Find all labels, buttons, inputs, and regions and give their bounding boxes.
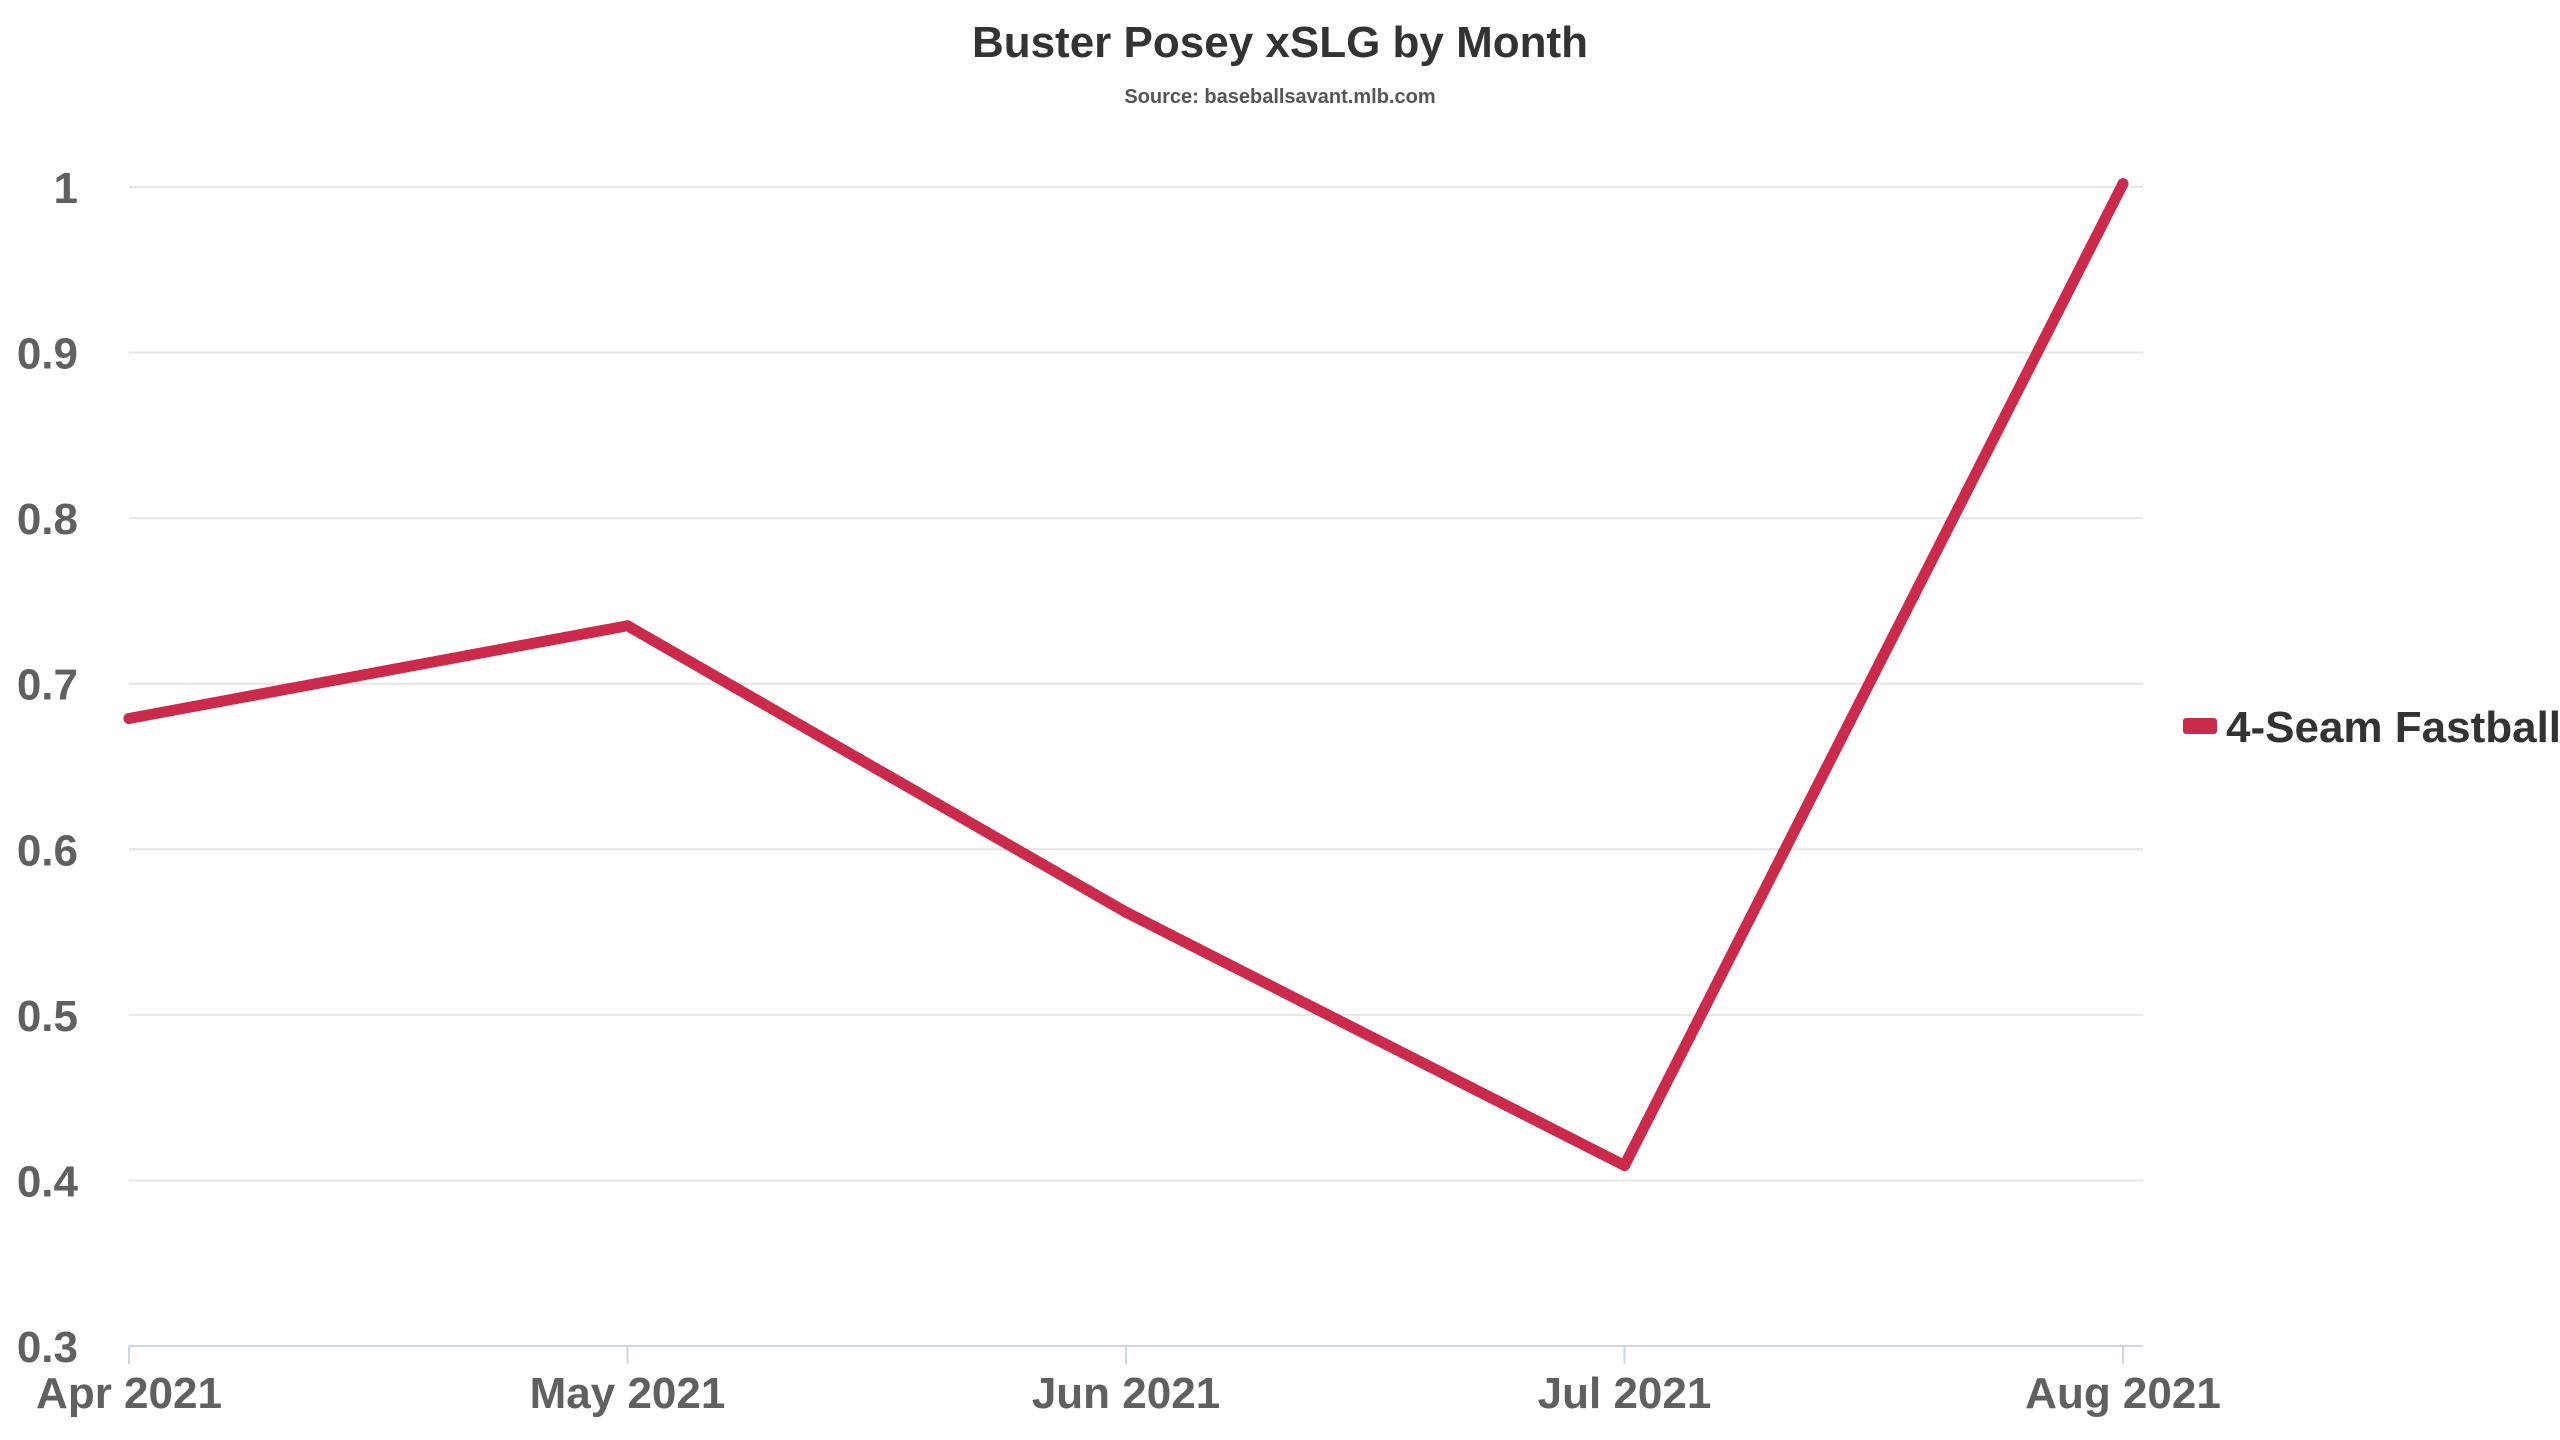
x-tick-label: May 2021	[530, 1369, 726, 1418]
data-point[interactable]	[123, 712, 135, 724]
y-tick-label: 0.4	[17, 1157, 79, 1206]
chart-title: Buster Posey xSLG by Month	[972, 18, 1588, 67]
y-tick-label: 0.6	[17, 826, 78, 875]
x-tick-label: Jun 2021	[1032, 1369, 1220, 1418]
y-tick-label: 0.5	[17, 992, 78, 1041]
data-point[interactable]	[2117, 178, 2129, 190]
y-tick-label: 1	[54, 164, 78, 213]
series-layer	[123, 178, 2129, 1172]
y-axis-ticks: 0.3 0.4 0.5 0.6 0.7 0.8 0.9 1	[17, 164, 79, 1372]
series-line[interactable]	[123, 178, 2129, 1172]
legend[interactable]: 4-Seam Fastball	[2183, 703, 2560, 752]
x-axis: Apr 2021 May 2021 Jun 2021 Jul 2021 Aug 2021	[36, 1345, 2221, 1418]
y-tick-label: 0.3	[17, 1323, 78, 1372]
y-tick-label: 0.9	[17, 330, 78, 379]
x-tick-label: Apr 2021	[36, 1369, 222, 1418]
legend-item-label[interactable]: 4-Seam Fastball	[2226, 703, 2560, 752]
data-point[interactable]	[1120, 906, 1132, 918]
x-tick-label: Jul 2021	[1538, 1369, 1712, 1418]
chart-subtitle: Source: baseballsavant.mlb.com	[1124, 86, 1435, 108]
y-tick-label: 0.7	[17, 661, 78, 710]
data-point[interactable]	[1619, 1160, 1630, 1172]
y-tick-label: 0.8	[17, 495, 78, 544]
legend-swatch[interactable]	[2183, 718, 2217, 734]
gridlines	[129, 186, 2143, 1182]
data-point[interactable]	[622, 620, 633, 632]
x-tick-label: Aug 2021	[2025, 1369, 2221, 1418]
